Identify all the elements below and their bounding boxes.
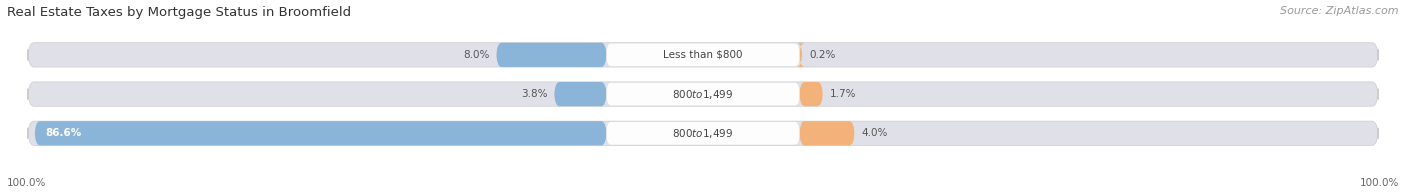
Text: 3.8%: 3.8% — [520, 89, 547, 99]
FancyBboxPatch shape — [28, 43, 1378, 67]
Text: $800 to $1,499: $800 to $1,499 — [672, 127, 734, 140]
Text: Real Estate Taxes by Mortgage Status in Broomfield: Real Estate Taxes by Mortgage Status in … — [7, 6, 351, 19]
FancyBboxPatch shape — [554, 82, 606, 106]
FancyBboxPatch shape — [28, 121, 1378, 145]
Text: 100.0%: 100.0% — [1360, 178, 1399, 188]
FancyBboxPatch shape — [606, 122, 800, 145]
FancyBboxPatch shape — [800, 82, 823, 106]
Text: 86.6%: 86.6% — [46, 128, 82, 138]
Text: 100.0%: 100.0% — [7, 178, 46, 188]
Text: Less than $800: Less than $800 — [664, 50, 742, 60]
Text: $800 to $1,499: $800 to $1,499 — [672, 88, 734, 101]
Text: 8.0%: 8.0% — [463, 50, 489, 60]
Text: 0.2%: 0.2% — [808, 50, 835, 60]
FancyBboxPatch shape — [800, 121, 855, 145]
FancyBboxPatch shape — [35, 121, 606, 145]
Text: 4.0%: 4.0% — [862, 128, 887, 138]
FancyBboxPatch shape — [28, 82, 1378, 106]
FancyBboxPatch shape — [606, 44, 800, 66]
FancyBboxPatch shape — [606, 83, 800, 105]
FancyBboxPatch shape — [797, 43, 806, 67]
Text: Source: ZipAtlas.com: Source: ZipAtlas.com — [1281, 6, 1399, 16]
Text: 1.7%: 1.7% — [830, 89, 856, 99]
FancyBboxPatch shape — [496, 43, 606, 67]
